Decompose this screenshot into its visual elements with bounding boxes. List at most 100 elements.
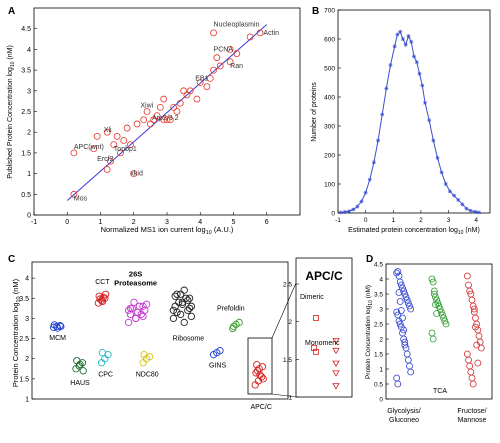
panel-d-point	[429, 278, 437, 286]
panel-d-point	[396, 320, 404, 328]
panel-d-label-glycolysis-line1: Glycolysis/	[387, 408, 421, 415]
panel-c-group-labels: MCM HAUS CCT CPC 26S Proteasome NDC80 Ribosome G…	[49, 269, 272, 411]
panel-a-point	[117, 149, 124, 157]
panel-b-point	[395, 32, 400, 37]
panel-b-point	[338, 210, 343, 215]
panel-c-inset-point-monomeric	[332, 383, 340, 390]
panel-c-point	[169, 306, 178, 315]
panel-b-point	[420, 83, 425, 88]
panel-c-point	[130, 298, 138, 306]
panel-b-point	[400, 37, 405, 41]
panel-a-point	[193, 95, 201, 103]
panel-d-point	[399, 284, 406, 292]
panel-c-point	[137, 310, 145, 319]
panel-c-point	[95, 292, 103, 300]
panel-a-point	[150, 116, 158, 124]
panel-a-annotation: Xiwi	[140, 102, 153, 109]
panel-a-point	[206, 74, 214, 82]
panel-a-y-tick-label: 4.5	[21, 26, 31, 33]
panel-c-y-tick-label: 3	[25, 316, 29, 323]
panel-d-point	[473, 341, 481, 349]
panel-c-frame	[31, 261, 289, 400]
panel-c-point	[133, 308, 142, 317]
panel-a-point	[160, 116, 168, 124]
panel-a-y-tick-label: 2	[27, 130, 31, 137]
panel-a-point	[90, 145, 98, 153]
panel-a-annotation: APC(wnt)	[74, 144, 104, 151]
panel-c-inset-points	[311, 314, 340, 390]
panel-c-point	[139, 302, 147, 310]
panel-b-point	[460, 202, 465, 207]
panel-c-inset-title: APC/C	[305, 269, 343, 283]
panel-a-x-tick-label: 2	[132, 219, 136, 226]
panel-b-point	[417, 71, 422, 76]
panel-a-x-tick-label: -1	[31, 219, 37, 226]
panel-c-inset-tick-label: 2	[288, 319, 292, 326]
panel-c-point	[229, 322, 238, 331]
panel-b-y-tick-label: 100	[324, 182, 335, 189]
panel-c-y-tick-label: 2.5	[19, 336, 29, 343]
panel-a-frame	[33, 7, 301, 216]
panel-d-point	[397, 307, 405, 314]
panel-b-x-tick-label: -1	[335, 217, 341, 224]
panel-d-point	[465, 356, 472, 364]
panel-c-inset-point-monomeric	[332, 370, 340, 377]
panel-c-point	[169, 314, 178, 323]
panel-letter-d: D	[366, 254, 373, 265]
panel-b-x-tick-label: 1	[391, 217, 395, 224]
panel-c-y-tick-label: 4	[25, 276, 29, 283]
panel-d-point	[404, 299, 412, 307]
panel-a-point	[103, 166, 111, 173]
panel-d-point	[396, 298, 404, 305]
panel-c-inset-tick-label: 1.5	[283, 357, 292, 364]
panel-a-x-tick-label: 6	[265, 219, 269, 226]
panel-a-point	[213, 54, 221, 62]
panel-d-point	[430, 290, 438, 298]
panel-c-point	[171, 302, 179, 310]
panel-a-point	[186, 87, 194, 95]
panel-d-y-tick-label: 0	[379, 397, 383, 404]
panel-c-point	[173, 308, 181, 317]
panel-b-y-tick-label: 400	[324, 95, 335, 102]
panel-c-point	[185, 304, 194, 312]
panel-b-point	[412, 54, 416, 59]
panel-a-annotation: xkid	[130, 171, 143, 178]
panel-b-ylabel: Number of proteins	[311, 82, 318, 142]
panel-d-pathways: 0 0.5 1 1.5 2 2.5 3 3.5 4 4.5 Glycolysis/ Glucone…	[365, 262, 493, 424]
panel-a-annotation: Actin	[263, 30, 279, 37]
panel-a-point	[196, 79, 204, 86]
panel-a-point	[246, 33, 254, 41]
panel-a-point	[156, 103, 164, 111]
panel-b-point	[427, 118, 432, 123]
panel-c-point	[178, 300, 187, 308]
panel-c-inset-y-ticks: 1 1.5 2 2.5	[283, 282, 299, 402]
panel-d-point	[441, 317, 449, 325]
panel-c-point	[253, 367, 262, 375]
panel-a-point	[170, 103, 178, 111]
panel-a-point	[130, 170, 138, 178]
panel-d-point	[470, 305, 478, 313]
panel-d-point	[433, 310, 441, 317]
panel-d-point	[403, 296, 411, 304]
panel-d-point	[475, 332, 483, 340]
panel-c-point	[56, 322, 64, 330]
panel-d-y-ticks: 0 0.5 1 1.5 2 2.5 3 3.5 4 4.5	[374, 262, 389, 404]
panel-c-point	[182, 294, 190, 302]
panel-c-point	[184, 306, 192, 315]
panel-a-x-tick-label: 0	[65, 219, 69, 226]
panel-b-point	[406, 34, 411, 39]
panel-b-y-tick-label: 300	[324, 124, 335, 131]
panel-b-point	[414, 60, 419, 65]
panel-a-point	[183, 91, 191, 99]
panel-d-point	[428, 275, 436, 283]
panel-d-point	[433, 296, 441, 304]
panel-b-y-tick-label: 700	[324, 8, 335, 15]
panel-b-point	[392, 44, 397, 49]
panel-a-y-tick-label: 1	[27, 171, 31, 178]
panel-a-point	[103, 128, 111, 136]
panel-c-y-tick-label: 1	[25, 397, 29, 404]
panel-a-point	[160, 95, 168, 103]
panel-c-point	[57, 322, 65, 331]
panel-b-frame	[337, 9, 491, 214]
panel-b-point	[355, 204, 360, 209]
